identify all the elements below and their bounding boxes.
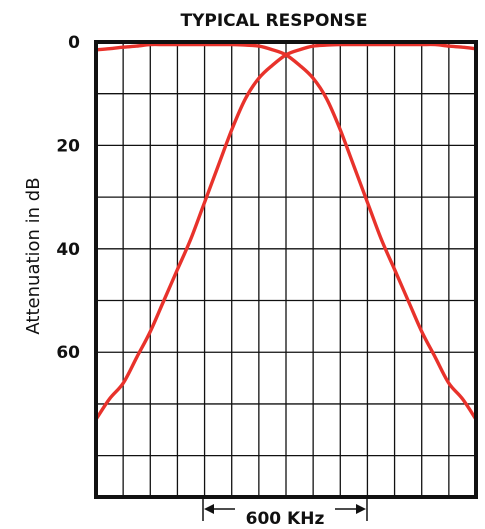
y-tick-label: 60 [56,343,80,363]
plot-frame [94,40,478,499]
curves [94,42,478,422]
response-curve-2 [94,42,478,422]
y-tick-labels: 0 20 40 60 [56,33,80,363]
bandwidth-label: 600 KHz [246,509,325,529]
bandwidth-marker: 600 KHz [202,497,368,529]
y-tick-label: 0 [68,33,80,53]
chart-title: TYPICAL RESPONSE [180,11,367,31]
grid [96,42,476,497]
y-tick-label: 20 [56,136,80,156]
y-axis-label: Attenuation in dB [23,177,44,334]
y-tick-label: 40 [56,240,80,260]
bandwidth-arrow-left-head [204,504,214,514]
bandwidth-arrow-right-head [356,504,366,514]
